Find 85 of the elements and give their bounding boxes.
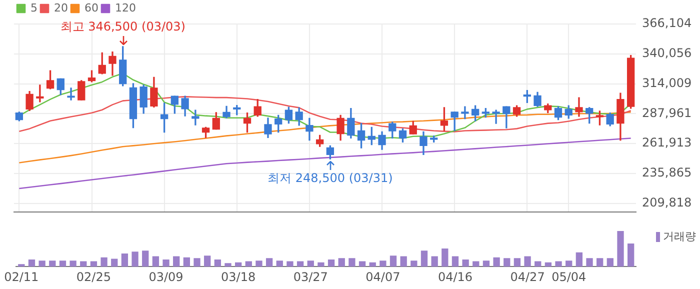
bar — [431, 256, 438, 267]
y-tick-label: 287,961 — [642, 106, 692, 120]
y-tick-label: 209,818 — [642, 196, 692, 210]
bar — [358, 261, 366, 267]
bar — [462, 260, 469, 267]
bar — [173, 256, 180, 267]
bar — [576, 252, 583, 267]
x-tick-label: 04/27 — [510, 270, 545, 284]
bar — [452, 256, 459, 267]
bar — [132, 252, 138, 267]
legend-label: 120 — [114, 1, 136, 14]
bar — [194, 258, 200, 267]
legend-label: 60 — [84, 1, 98, 14]
bar — [28, 260, 36, 267]
bar — [400, 256, 407, 267]
bar — [390, 256, 397, 267]
bar — [472, 261, 480, 267]
bar — [224, 263, 232, 267]
bar — [245, 261, 252, 267]
bar — [234, 262, 242, 267]
bar — [90, 261, 98, 267]
bar — [100, 257, 108, 267]
bar — [514, 258, 521, 267]
y-tick-label: 340,056 — [642, 46, 692, 60]
bar — [204, 256, 211, 267]
bar — [420, 250, 428, 267]
bar — [18, 264, 25, 267]
bar — [162, 260, 170, 267]
bar — [482, 260, 490, 267]
bar — [80, 261, 87, 267]
bar — [596, 258, 604, 267]
legend-label: 거래량 — [663, 230, 696, 243]
bar — [256, 260, 262, 267]
y-tick-label: 261,913 — [642, 136, 692, 150]
bar — [266, 258, 273, 267]
bar — [544, 262, 552, 267]
bar — [338, 258, 345, 267]
candlestick — [461, 106, 469, 120]
y-tick-label: 366,104 — [642, 16, 692, 30]
bar — [152, 256, 160, 267]
bar — [348, 258, 356, 267]
bar — [617, 231, 624, 267]
bar — [524, 256, 531, 267]
bar — [307, 260, 314, 267]
bar — [142, 250, 149, 267]
x-tick-label: 04/16 — [438, 270, 473, 284]
annotation: 최고 346,500 (03/03) — [60, 20, 186, 34]
bar — [442, 248, 448, 267]
bar — [606, 258, 614, 267]
bar — [493, 257, 500, 267]
x-tick-label: 02/25 — [76, 270, 112, 284]
x-tick-label: 05/04 — [552, 270, 586, 284]
bar — [59, 260, 66, 267]
bar — [566, 260, 572, 267]
x-tick-label: 03/18 — [221, 270, 256, 284]
bar — [586, 258, 593, 267]
x-tick-label: 03/09 — [148, 270, 184, 284]
legend-label: 20 — [54, 1, 68, 14]
bar — [296, 261, 304, 267]
candlestick — [492, 110, 500, 124]
legend-label: 5 — [30, 1, 38, 14]
y-tick-label: 235,865 — [642, 166, 692, 180]
bar — [380, 260, 386, 267]
bar — [121, 253, 128, 267]
bar — [410, 260, 418, 267]
bar — [276, 260, 283, 267]
bar — [628, 243, 634, 267]
bar — [38, 260, 46, 267]
bar — [70, 260, 76, 267]
bar — [286, 261, 294, 267]
annotation: 최저 248,500 (03/31) — [268, 171, 393, 186]
bar — [555, 261, 562, 267]
y-tick-label: 314,009 — [642, 76, 692, 90]
bar — [369, 262, 376, 267]
bar — [504, 258, 510, 267]
bar — [318, 262, 324, 267]
bar — [214, 260, 221, 267]
bar — [49, 260, 56, 267]
x-tick-label: 03/27 — [293, 270, 328, 284]
bar — [183, 257, 190, 267]
x-tick-label: 04/07 — [366, 270, 400, 284]
bar — [534, 261, 542, 267]
bar — [328, 260, 335, 267]
x-tick-label: 02/11 — [4, 270, 39, 284]
bar — [111, 258, 118, 267]
